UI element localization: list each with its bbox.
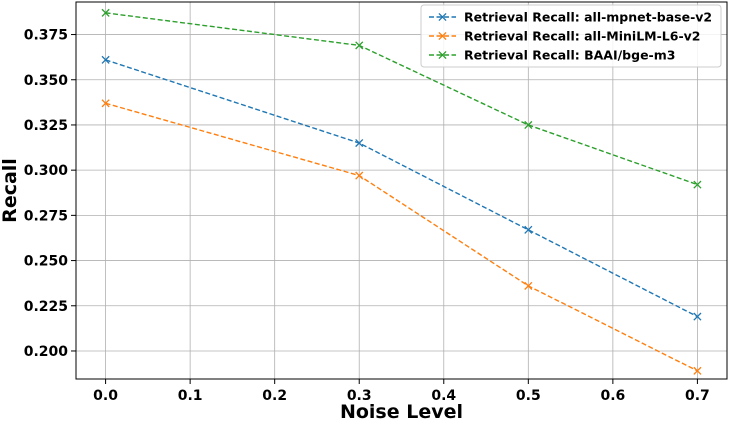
data-point-marker xyxy=(101,99,110,108)
y-tick-label: 0.375 xyxy=(24,28,68,44)
x-tick-label: 0.3 xyxy=(347,388,372,404)
x-tick-label: 0.4 xyxy=(431,388,456,404)
data-point-marker xyxy=(524,225,533,234)
series-group xyxy=(101,8,702,375)
series-line xyxy=(105,59,698,318)
legend-item: Retrieval Recall: all-mpnet-base-v2 xyxy=(429,10,712,25)
legend-item: Retrieval Recall: all-MiniLM-L6-v2 xyxy=(429,29,700,44)
y-tick-label: 0.225 xyxy=(24,299,68,315)
legend-marker-icon xyxy=(438,12,447,22)
x-tick-label: 0.1 xyxy=(178,388,203,404)
legend-box xyxy=(420,4,722,68)
legend-label: Retrieval Recall: all-mpnet-base-v2 xyxy=(464,10,712,25)
data-point-marker xyxy=(355,171,364,180)
y-tick-label: 0.350 xyxy=(24,73,69,89)
series-2 xyxy=(101,99,702,375)
data-point-marker xyxy=(524,281,533,290)
data-point-marker xyxy=(524,120,533,130)
y-tick-label: 0.300 xyxy=(24,163,69,179)
series-1 xyxy=(101,55,702,321)
y-axis-title: Recall xyxy=(0,158,21,223)
x-tick-label: 0.2 xyxy=(262,388,287,404)
data-point-marker xyxy=(355,41,364,50)
series-line xyxy=(105,12,698,186)
x-axis-title: Noise Level xyxy=(340,401,463,421)
data-point-marker xyxy=(693,180,702,189)
data-point-marker xyxy=(101,55,110,64)
data-point-marker xyxy=(355,138,364,148)
y-tick-label: 0.250 xyxy=(24,254,69,270)
legend-marker-icon xyxy=(438,31,447,41)
y-tick-label: 0.275 xyxy=(24,208,68,224)
data-point-marker xyxy=(693,312,702,321)
legend-label: Retrieval Recall: BAAI/bge-m3 xyxy=(464,48,675,63)
series-3 xyxy=(101,8,702,189)
data-point-marker xyxy=(693,366,702,375)
x-tick-label: 0.7 xyxy=(685,388,710,404)
plot-frame xyxy=(75,1,728,380)
series-line xyxy=(105,102,698,372)
legend-label: Retrieval Recall: all-MiniLM-L6-v2 xyxy=(464,29,700,44)
legend-marker-icon xyxy=(438,50,447,60)
legend-item: Retrieval Recall: BAAI/bge-m3 xyxy=(429,48,675,63)
x-tick-label: 0.6 xyxy=(600,388,625,404)
y-tick-label: 0.200 xyxy=(24,344,69,360)
x-tick-label: 0.0 xyxy=(93,388,118,404)
data-point-marker xyxy=(101,8,110,17)
x-tick-label: 0.5 xyxy=(516,388,541,404)
y-tick-label: 0.325 xyxy=(24,118,68,134)
axis-ticks: 0.0 0.1 0.2 0.3 0.4 0.5 0.6 0.7 0.200 0.225 0.250 0… xyxy=(24,28,710,404)
legend: Retrieval Recall: all-mpnet-base-v2 Retri… xyxy=(420,4,722,68)
